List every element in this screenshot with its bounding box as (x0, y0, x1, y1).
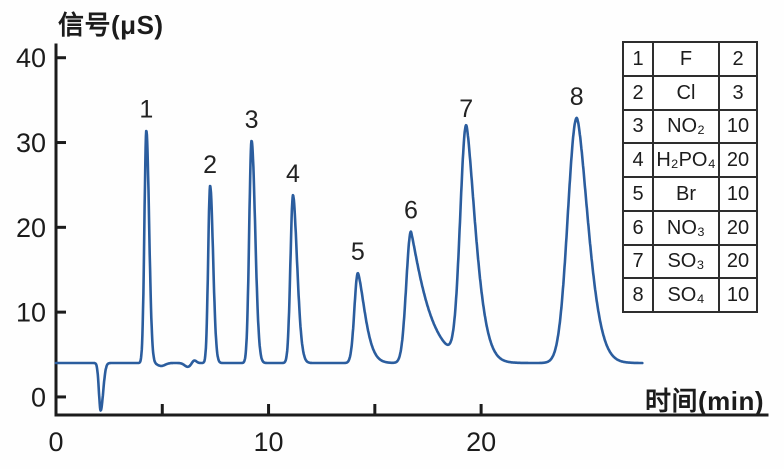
anion-legend-table-container: 1 F 2 2 Cl 3 3 NO₂ 10 4 H₂PO₄ 20 5 Br 10 6 NO₃ 20 7 SO₃ 20 8 S… (622, 41, 758, 313)
legend-concentration: 20 (718, 209, 758, 246)
legend-ion-formula: SO₃ (652, 243, 720, 280)
y-tick-label-20: 20 (16, 213, 46, 243)
legend-row-4: 4 H₂PO₄ 20 (622, 142, 758, 178)
peak-label-4: 4 (286, 160, 300, 188)
legend-peak-number: 2 (622, 74, 654, 111)
peak-label-2: 2 (203, 151, 217, 179)
peak-label-6: 6 (404, 197, 418, 225)
legend-concentration: 3 (718, 74, 758, 111)
legend-row-5: 5 Br 10 (622, 176, 758, 212)
legend-peak-number: 7 (622, 243, 654, 280)
legend-row-2: 2 Cl 3 (622, 74, 758, 111)
legend-peak-number: 4 (622, 142, 654, 178)
x-axis-title: 时间(min) (644, 386, 764, 416)
legend-ion-formula: SO₄ (652, 277, 720, 313)
legend-ion-formula: NO₃ (652, 209, 720, 246)
legend-ion-formula: F (652, 41, 720, 77)
legend-ion-formula: Br (652, 176, 720, 212)
peak-label-1: 1 (139, 96, 153, 124)
legend-peak-number: 8 (622, 277, 654, 313)
legend-concentration: 10 (718, 176, 758, 212)
legend-peak-number: 1 (622, 41, 654, 77)
legend-peak-number: 5 (622, 176, 654, 212)
y-tick-label-30: 30 (16, 128, 46, 158)
legend-concentration: 20 (718, 243, 758, 280)
legend-concentration: 20 (718, 142, 758, 178)
y-axis-title: 信号(μS) (58, 10, 164, 40)
peak-label-8: 8 (570, 83, 584, 111)
anion-legend-table: 1 F 2 2 Cl 3 3 NO₂ 10 4 H₂PO₄ 20 5 Br 10 6 NO₃ 20 7 SO₃ 20 8 S… (622, 41, 758, 313)
legend-concentration: 10 (718, 277, 758, 313)
legend-ion-formula: H₂PO₄ (652, 142, 720, 178)
legend-row-3: 3 NO₂ 10 (622, 108, 758, 145)
legend-peak-number: 6 (622, 209, 654, 246)
peak-label-5: 5 (351, 238, 365, 266)
y-tick-label-40: 40 (16, 43, 46, 73)
legend-concentration: 2 (718, 41, 758, 77)
legend-concentration: 10 (718, 108, 758, 145)
x-tick-label-0: 0 (48, 427, 63, 457)
chromatogram-trace (54, 116, 644, 412)
legend-peak-number: 3 (622, 108, 654, 145)
legend-row-8: 8 SO₄ 10 (622, 277, 758, 313)
x-tick-label-20: 20 (466, 427, 496, 457)
x-tick-label-10: 10 (254, 427, 284, 457)
legend-ion-formula: Cl (652, 74, 720, 111)
legend-row-6: 6 NO₃ 20 (622, 209, 758, 246)
legend-ion-formula: NO₂ (652, 108, 720, 145)
legend-row-7: 7 SO₃ 20 (622, 243, 758, 280)
y-tick-label-0: 0 (31, 382, 46, 412)
peak-label-3: 3 (245, 106, 259, 134)
peak-label-7: 7 (459, 95, 473, 123)
y-tick-label-10: 10 (16, 298, 46, 328)
